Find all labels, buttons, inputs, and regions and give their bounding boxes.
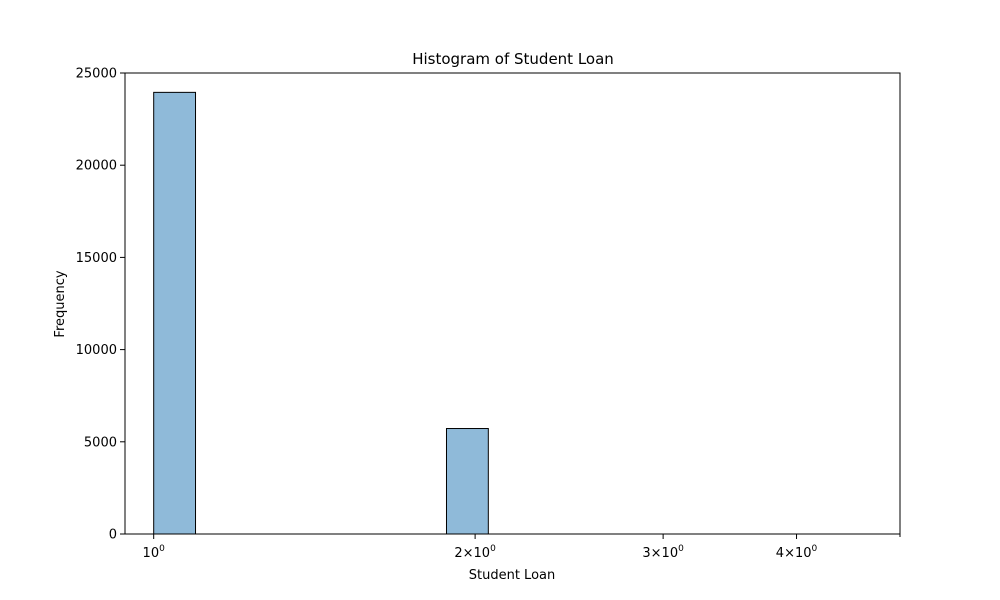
x-tick-label: 2×100 xyxy=(454,544,496,561)
y-tick-label: 25000 xyxy=(76,67,117,82)
y-axis-ticks: 0 5000 10000 15000 20000 25000 xyxy=(76,67,125,543)
y-tick-label: 20000 xyxy=(76,159,117,174)
x-axis-label: Student Loan xyxy=(469,568,555,583)
y-tick-label: 5000 xyxy=(84,435,117,450)
x-tick-label: 4×100 xyxy=(776,544,818,561)
x-tick-label: 3×100 xyxy=(642,544,684,561)
bars-group xyxy=(153,91,489,535)
y-axis-label: Frequency xyxy=(53,270,68,337)
histogram-bar xyxy=(153,91,197,535)
histogram-bar xyxy=(445,428,489,535)
y-tick-label: 0 xyxy=(109,528,117,543)
plot-frame xyxy=(124,72,901,535)
y-tick-label: 10000 xyxy=(76,343,117,358)
x-axis-ticks: 100 2×100 3×100 4×100 xyxy=(143,534,901,561)
chart-title: Histogram of Student Loan xyxy=(412,50,614,68)
y-tick-label: 15000 xyxy=(76,251,117,266)
x-tick-label: 100 xyxy=(143,544,166,561)
